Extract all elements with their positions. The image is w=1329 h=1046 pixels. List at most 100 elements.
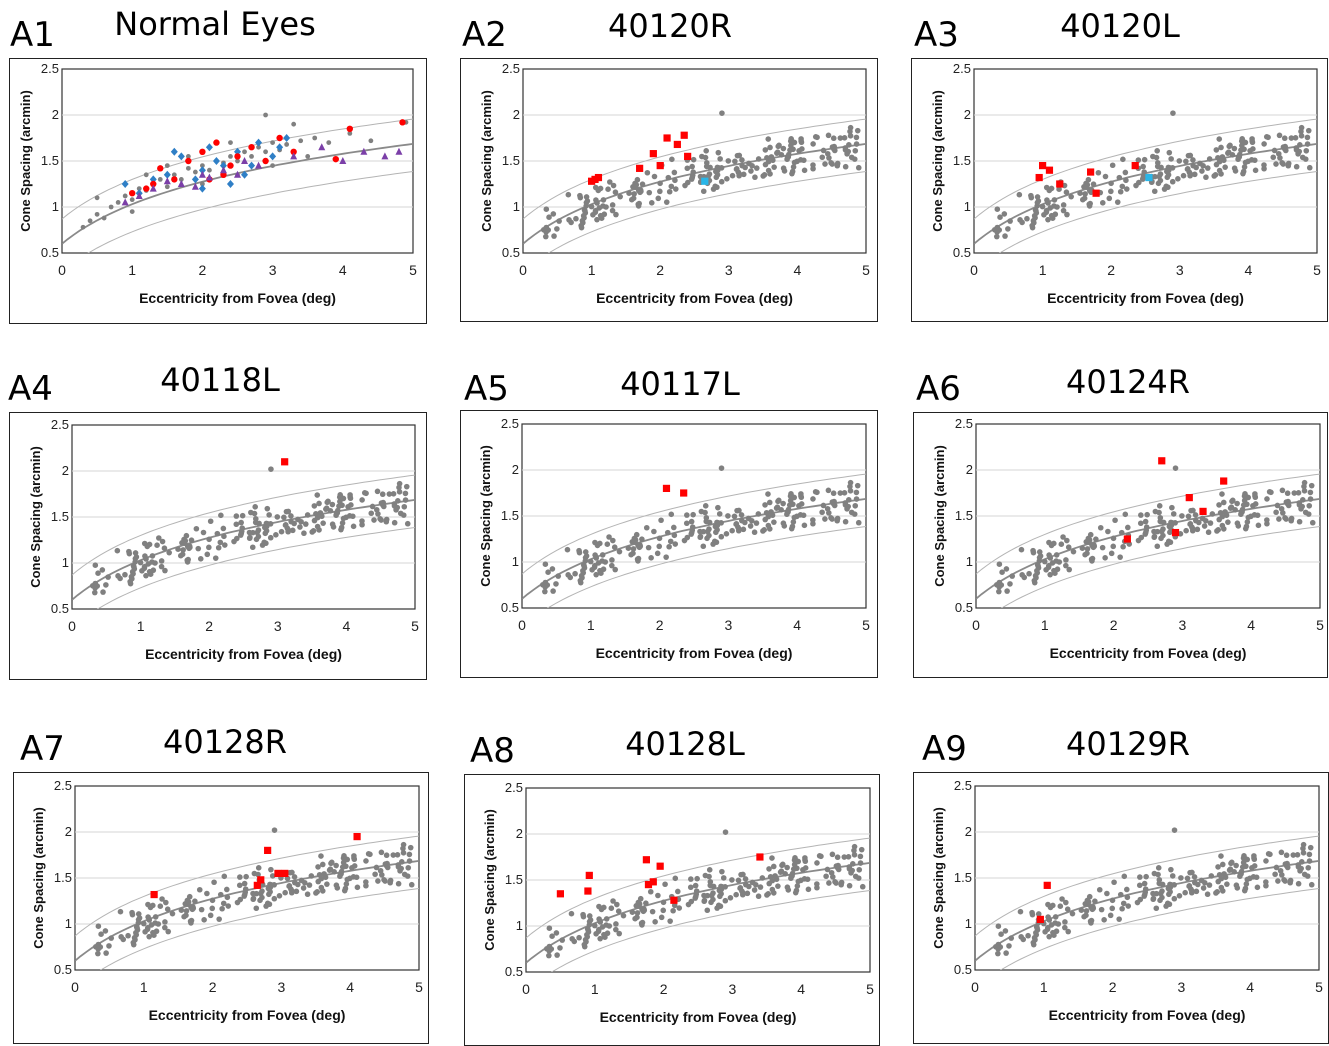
- normal-data-point: [825, 132, 832, 139]
- normal-data-point: [179, 551, 186, 558]
- normal-data-point: [703, 515, 710, 521]
- normal-data-point: [825, 487, 832, 494]
- x-tick-label: 1: [588, 262, 596, 278]
- normal-data-point: [735, 524, 741, 530]
- normal-data-point: [1249, 139, 1256, 146]
- normal-data-point: [406, 858, 413, 864]
- normal-data-point: [1264, 517, 1270, 523]
- normal-data-point: [801, 167, 808, 174]
- normal-data-point: [158, 558, 165, 564]
- normal-data-point: [1046, 933, 1052, 940]
- normal-data-point: [719, 110, 725, 116]
- normal-data-point: [1273, 864, 1280, 871]
- normal-data-point: [995, 946, 1001, 952]
- normal-data-point: [826, 155, 832, 161]
- panel-a2: A2 40120R 0.5 1 1.5 2 2.5 0 1 2 3 4 5 Eccentricity …: [450, 0, 893, 330]
- normal-data-point: [1250, 502, 1256, 509]
- panel-tag: A8: [470, 731, 515, 771]
- normal-data-point: [263, 903, 269, 909]
- normal-data-point: [700, 188, 707, 195]
- normal-data-point: [838, 879, 845, 886]
- scatter-plot: 0.5 1 1.5 2 2.5 0 1 2 3 4 5 Eccentricity from Fovea…: [28, 417, 419, 662]
- upper-bound-curve: [72, 474, 415, 576]
- normal-data-point: [1191, 879, 1198, 886]
- panel-a9: A9 40129R 0.5 1 1.5 2 2.5 0 1 2 3 4 5 Eccentricity …: [900, 700, 1329, 1044]
- y-tick-label: 1: [52, 199, 59, 214]
- y-tick-label: 1: [513, 199, 520, 214]
- normal-data-point: [1044, 924, 1051, 931]
- normal-data-point: [1301, 483, 1307, 490]
- normal-data-point: [820, 502, 827, 509]
- normal-data-point: [742, 881, 749, 888]
- normal-data-point: [1090, 181, 1097, 187]
- panel-tag: A3: [914, 15, 959, 55]
- normal-data-point: [722, 884, 728, 890]
- patient-data-point: [662, 484, 671, 492]
- normal-data-point: [739, 888, 745, 894]
- normal-data-point: [1213, 147, 1220, 153]
- normal-data-point: [340, 515, 347, 522]
- normal-data-point: [1138, 512, 1144, 518]
- patient-data-point: [1087, 168, 1095, 176]
- normal-data-point: [710, 890, 716, 896]
- normal-data-point: [1078, 907, 1085, 914]
- normal-data-point: [770, 890, 777, 896]
- data-point-circle: [262, 157, 269, 165]
- normal-data-point: [576, 934, 582, 941]
- patient-data-point: [1092, 189, 1100, 197]
- normal-data-point: [667, 538, 674, 545]
- normal-data-point: [221, 533, 227, 540]
- normal-data-point: [1065, 928, 1072, 935]
- normal-data-point: [291, 879, 298, 886]
- normal-data-point: [752, 174, 758, 181]
- normal-data-point: [197, 556, 204, 562]
- normal-data-point: [120, 936, 127, 943]
- normal-data-point: [1280, 510, 1286, 516]
- normal-data-point: [250, 890, 256, 897]
- normal-data-point: [1087, 531, 1094, 538]
- normal-data-point: [767, 144, 773, 151]
- normal-data-point: [383, 852, 390, 859]
- normal-data-point: [683, 520, 690, 527]
- normal-data-point: [542, 588, 548, 595]
- normal-data-point: [701, 892, 707, 899]
- normal-data-point: [805, 886, 812, 893]
- normal-data-point: [1124, 524, 1131, 531]
- normal-data-point: [854, 482, 861, 489]
- x-axis-label: Eccentricity from Fovea (deg): [1050, 645, 1247, 661]
- normal-data-point: [629, 909, 636, 916]
- upper-bound-curve: [526, 837, 870, 939]
- normal-data-point: [830, 135, 837, 142]
- normal-data-point: [637, 187, 644, 193]
- y-tick-label: 0.5: [955, 600, 973, 615]
- normal-data-point: [1045, 216, 1051, 223]
- normal-data-point: [715, 149, 722, 156]
- normal-data-point: [1288, 515, 1295, 522]
- normal-data-point: [597, 919, 604, 925]
- normal-data-point: [648, 200, 655, 206]
- x-axis-label: Eccentricity from Fovea (deg): [596, 290, 793, 306]
- patient-data-point: [756, 853, 764, 861]
- patient-data-point: [684, 152, 692, 160]
- normal-data-point: [567, 574, 574, 581]
- normal-data-point: [1065, 544, 1072, 550]
- normal-data-point: [639, 536, 645, 542]
- normal-data-point: [631, 191, 637, 197]
- normal-data-point: [647, 888, 654, 895]
- normal-data-point: [1135, 157, 1142, 163]
- normal-data-point: [826, 510, 832, 516]
- normal-data-point: [550, 211, 557, 217]
- normal-data-point: [1110, 543, 1117, 550]
- lower-bound-curve: [1000, 526, 1320, 608]
- normal-data-point: [1164, 541, 1170, 547]
- normal-data-point: [660, 907, 667, 914]
- patient-data-point: [1036, 915, 1044, 923]
- normal-data-point: [402, 490, 409, 497]
- normal-data-point: [371, 517, 377, 523]
- normal-data-point: [1047, 571, 1053, 578]
- normal-data-point: [1141, 156, 1148, 163]
- data-point-diamond: [212, 157, 220, 165]
- normal-data-point: [788, 525, 795, 532]
- normal-data-point: [658, 914, 665, 921]
- normal-data-point: [1301, 488, 1308, 494]
